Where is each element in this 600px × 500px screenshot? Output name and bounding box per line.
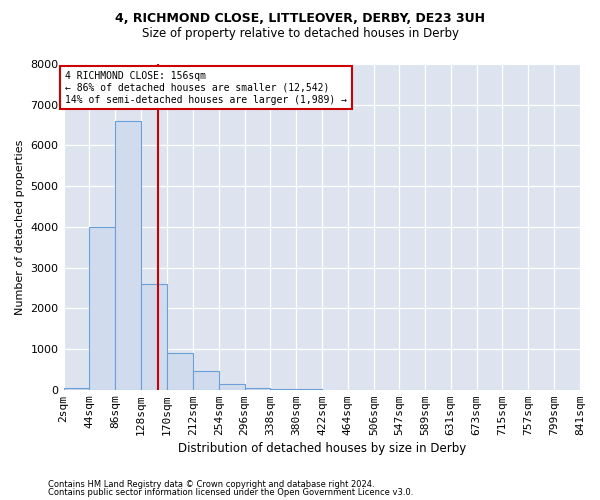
X-axis label: Distribution of detached houses by size in Derby: Distribution of detached houses by size … xyxy=(178,442,466,455)
Bar xyxy=(193,372,218,390)
Bar xyxy=(167,353,193,390)
Bar xyxy=(141,284,167,390)
Bar xyxy=(89,227,115,390)
Text: Contains HM Land Registry data © Crown copyright and database right 2024.: Contains HM Land Registry data © Crown c… xyxy=(48,480,374,489)
Y-axis label: Number of detached properties: Number of detached properties xyxy=(15,139,25,314)
Text: 4, RICHMOND CLOSE, LITTLEOVER, DERBY, DE23 3UH: 4, RICHMOND CLOSE, LITTLEOVER, DERBY, DE… xyxy=(115,12,485,26)
Bar xyxy=(64,388,89,390)
Text: Size of property relative to detached houses in Derby: Size of property relative to detached ho… xyxy=(142,28,458,40)
Text: 4 RICHMOND CLOSE: 156sqm
← 86% of detached houses are smaller (12,542)
14% of se: 4 RICHMOND CLOSE: 156sqm ← 86% of detach… xyxy=(65,72,347,104)
Bar xyxy=(245,388,271,390)
Bar xyxy=(115,121,141,390)
Text: Contains public sector information licensed under the Open Government Licence v3: Contains public sector information licen… xyxy=(48,488,413,497)
Bar xyxy=(218,384,245,390)
